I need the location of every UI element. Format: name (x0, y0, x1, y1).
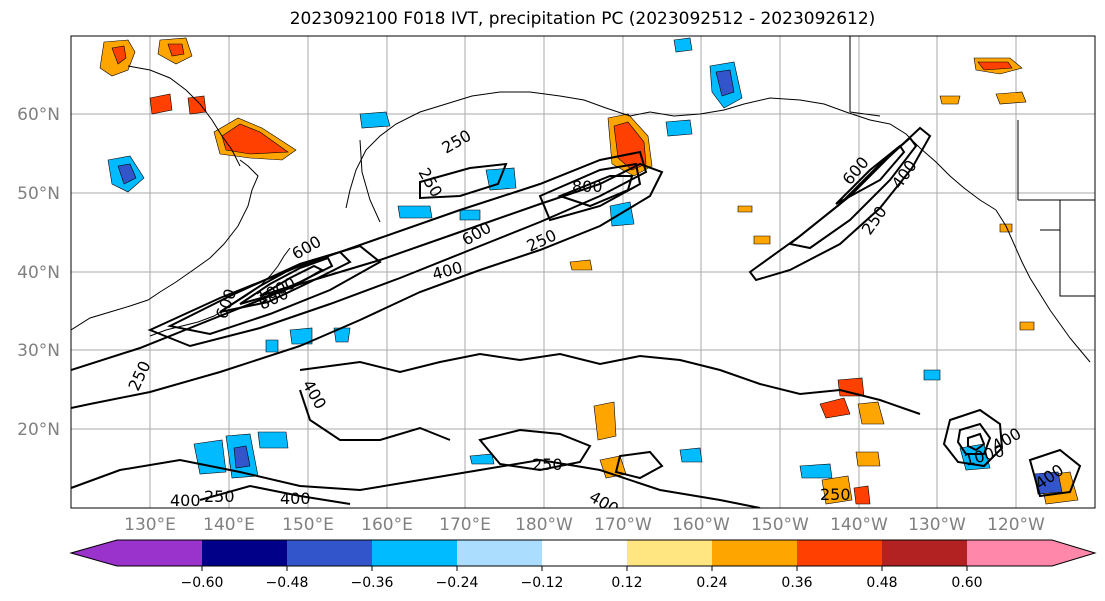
colorbar-tick-label: 0.24 (696, 575, 727, 591)
coastlines (71, 36, 1095, 363)
lon-label-180w: 180°W (515, 515, 573, 535)
colorbar: −0.60 −0.48 −0.36 −0.24 −0.12 0.12 0.24 … (69, 539, 1097, 591)
colorbar-segment (797, 540, 882, 566)
lon-label-170w: 170°W (594, 515, 652, 535)
lat-label-40n: 40°N (17, 263, 60, 283)
lon-label-130e: 130°E (124, 515, 176, 535)
contour-label: 250 (204, 487, 235, 506)
lon-label-120w: 120°W (987, 515, 1045, 535)
lat-label-50n: 50°N (17, 184, 60, 204)
lon-label-160w: 160°W (672, 515, 730, 535)
colorbar-segment (117, 540, 202, 566)
lon-label-150w: 150°W (751, 515, 809, 535)
colorbar-segment (627, 540, 712, 566)
precipitation-shading (99, 37, 1079, 505)
map-frame (70, 35, 1096, 509)
lon-label-130w: 130°W (908, 515, 966, 535)
contour-label: 250 (532, 455, 563, 474)
colorbar-tick-label: −0.24 (436, 575, 479, 591)
colorbar-tick-label: 0.12 (611, 575, 642, 591)
colorbar-tick-label: −0.36 (351, 575, 394, 591)
colorbar-tick-label: 0.60 (951, 575, 982, 591)
colorbar-ticks (201, 566, 968, 571)
colorbar-tick-label: 0.36 (781, 575, 812, 591)
colorbar-segment (202, 540, 287, 566)
contour-label: 400 (170, 491, 201, 510)
lat-label-30n: 30°N (17, 341, 60, 361)
contour-label: 400 (280, 489, 311, 508)
longitude-labels: 130°E 140°E 150°E 160°E 170°E 180°W 170°… (124, 515, 1045, 535)
lat-label-60n: 60°N (17, 105, 60, 125)
colorbar-extend-high (1052, 540, 1095, 566)
map-title: 2023092100 F018 IVT, precipitation PC (2… (289, 9, 876, 29)
lon-label-140w: 140°W (830, 515, 888, 535)
colorbar-segment (372, 540, 457, 566)
colorbar-segment (882, 540, 967, 566)
colorbar-tick-label: −0.12 (521, 575, 564, 591)
colorbar-segment (967, 540, 1052, 566)
lon-label-170e: 170°E (439, 515, 491, 535)
lon-label-140e: 140°E (203, 515, 255, 535)
contour-label: 250 (820, 485, 851, 504)
colorbar-tick-label: −0.48 (266, 575, 309, 591)
latitude-labels: 60°N 50°N 40°N 30°N 20°N (17, 105, 60, 440)
colorbar-extend-low (71, 540, 117, 566)
ivt-contours (71, 126, 1082, 508)
contour-label: 800 (572, 177, 603, 196)
colorbar-tick-label: −0.60 (181, 575, 224, 591)
lon-label-160e: 160°E (361, 515, 413, 535)
colorbar-segment (287, 540, 372, 566)
lon-label-150e: 150°E (282, 515, 334, 535)
colorbar-segment (712, 540, 797, 566)
colorbar-segment (542, 540, 627, 566)
colorbar-segment (457, 540, 542, 566)
lat-label-20n: 20°N (17, 420, 60, 440)
colorbar-outline (69, 539, 1097, 567)
colorbar-tick-label: 0.48 (866, 575, 897, 591)
